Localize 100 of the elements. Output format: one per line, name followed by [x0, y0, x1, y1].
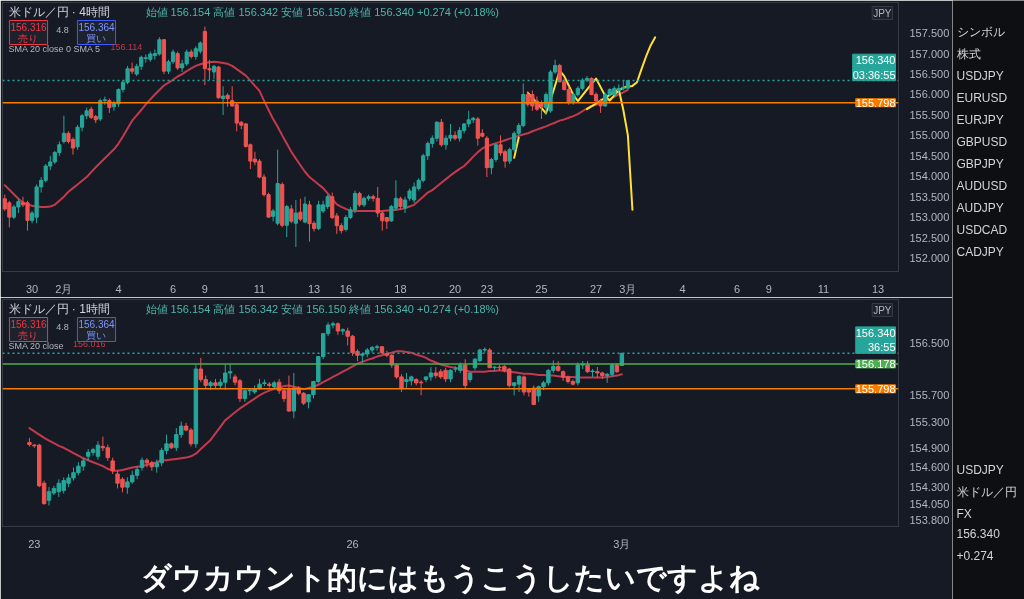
text: AUDUSD: [956, 178, 1008, 193]
text: EURJPY: [956, 112, 1004, 127]
y-tick-label: 154.600: [909, 461, 950, 474]
annotation: JPY: [873, 304, 892, 316]
text: EURUSD: [956, 90, 1008, 105]
x-tick-label: 13: [307, 282, 321, 295]
y-tick-label: 153.000: [909, 211, 950, 224]
annotation: 4.8: [56, 24, 69, 35]
candlestick: [25, 200, 30, 232]
chart-title: 米ドル／円 · 4時間: [8, 4, 110, 19]
candlestick: [452, 130, 458, 141]
y-tick-label: 155.500: [909, 108, 950, 121]
candlestick: [221, 85, 226, 116]
candlestick: [70, 136, 76, 156]
candlestick: [61, 115, 66, 145]
candlestick: [293, 199, 298, 248]
text: USDJPY: [956, 68, 1004, 83]
candlestick: [289, 204, 294, 224]
candlestick: [95, 440, 101, 461]
x-tick-label: 30: [25, 282, 39, 295]
candlestick: [539, 100, 544, 120]
y-tick-label: 157.000: [909, 47, 950, 60]
y-tick-label: 154.050: [909, 497, 950, 510]
chart-subtitle: 始値 156.154 高値 156.342 安値 156.150 終値 156.340 +0.274 (+0.18%): [145, 302, 499, 315]
ref-line-label: 156.340 03:36:55: [852, 54, 896, 81]
text: 156.340: [956, 526, 1001, 541]
ref-line-label: 155.798: [855, 382, 896, 395]
x-tick-label: 27: [589, 282, 603, 295]
text: USDCAD: [956, 222, 1008, 237]
text: 株式: [955, 46, 981, 61]
candlestick: [374, 344, 380, 352]
candlestick: [566, 85, 571, 106]
x-tick-label: 6: [733, 282, 741, 295]
annotation: SMA 20 close 0 SMA 5: [8, 43, 101, 54]
x-tick-label: 23: [28, 537, 41, 550]
x-tick-label: 18: [394, 282, 407, 295]
y-tick-label: 154.900: [909, 441, 950, 454]
candlestick: [298, 198, 303, 222]
y-tick-label: 154.500: [909, 149, 950, 162]
y-tick-label: 154.000: [909, 170, 950, 183]
annotation: 156.114: [110, 41, 143, 52]
text: GBPUSD: [956, 134, 1008, 149]
x-tick-label: 9: [765, 282, 772, 295]
text: FX: [956, 506, 972, 521]
x-tick-label: 16: [339, 282, 353, 295]
text: 米ドル／円: [956, 484, 1017, 499]
candlestick: [443, 134, 449, 151]
candlestick: [188, 427, 194, 447]
candlestick: [98, 98, 103, 122]
x-tick-label: 3月: [613, 537, 631, 550]
x-tick-label: 25: [535, 282, 548, 295]
candlestick: [157, 36, 162, 57]
candlestick: [307, 200, 312, 243]
text: USDJPY: [956, 462, 1004, 477]
candlestick: [575, 361, 581, 386]
candlestick: [46, 486, 52, 507]
candlestick: [90, 447, 96, 457]
x-tick-label: 20: [448, 282, 462, 295]
y-tick-label: 157.500: [909, 27, 950, 40]
chart-title: 米ドル／円 · 1時間: [8, 301, 110, 316]
candlestick: [316, 200, 321, 231]
y-tick-label: 153.800: [909, 513, 950, 526]
x-tick-label: 2月: [55, 282, 73, 295]
candlestick: [439, 118, 444, 148]
x-tick-label: 4: [115, 282, 122, 295]
text: GBPJPY: [956, 156, 1004, 171]
candlestick: [302, 196, 308, 224]
y-tick-label: 154.300: [909, 481, 950, 494]
candlestick: [7, 200, 12, 228]
candlestick: [175, 51, 180, 71]
annotation: 156.316 売り: [10, 21, 48, 44]
text: シンボル: [956, 24, 1005, 39]
candlestick: [428, 366, 434, 382]
x-tick-label: 11: [817, 282, 830, 295]
x-tick-label: 3月: [619, 282, 637, 295]
ref-line-label: 155.798: [855, 96, 896, 109]
candlestick: [291, 372, 297, 419]
y-tick-label: 152.500: [909, 231, 950, 244]
x-tick-label: 11: [253, 282, 266, 295]
candlestick: [462, 358, 468, 390]
y-tick-label: 155.000: [909, 129, 950, 142]
candlestick: [198, 357, 204, 383]
candlestick: [284, 204, 289, 238]
y-tick-label: 155.700: [909, 389, 950, 402]
text: +0.274: [956, 548, 994, 563]
x-tick-label: 4: [679, 282, 686, 295]
y-tick-label: 152.000: [909, 252, 950, 265]
ref-line-label: 156.340 36:55: [855, 326, 896, 354]
annotation: SMA 20 close: [8, 340, 64, 351]
x-tick-label: 13: [871, 282, 885, 295]
y-tick-label: 153.500: [909, 190, 950, 203]
y-tick-label: 156.000: [909, 88, 950, 101]
text: ダウカウント的にはもうこうしたいですよね: [141, 559, 760, 595]
x-tick-label: 26: [346, 537, 359, 550]
candlestick: [144, 457, 150, 468]
candlestick: [130, 62, 135, 75]
x-tick-label: 6: [170, 282, 177, 295]
y-tick-label: 156.500: [909, 336, 950, 349]
annotation: JPY: [873, 7, 892, 19]
candlestick: [352, 190, 358, 214]
